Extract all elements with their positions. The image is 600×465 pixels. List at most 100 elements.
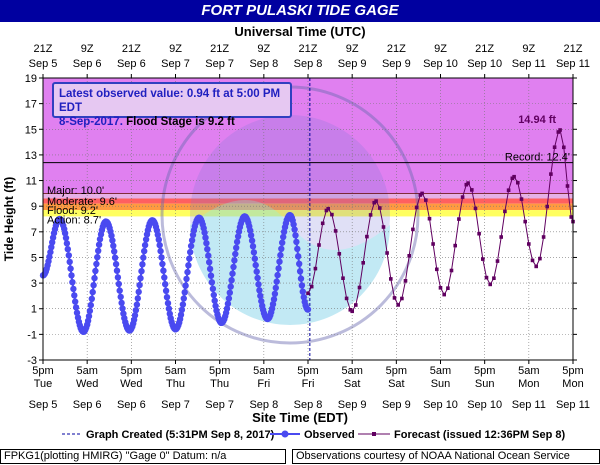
- observed-point: [47, 248, 54, 256]
- observed-point: [140, 254, 147, 261]
- observed-point: [87, 301, 95, 309]
- observed-point: [248, 237, 256, 244]
- legend-graph-created-text: Graph Created (5:31PM Sep 8, 2017): [86, 429, 275, 441]
- x-tick-label-date: Sep 6: [73, 399, 102, 411]
- observed-point: [184, 268, 191, 276]
- labels-layer: Universal Time (UTC) Site Time (EDT) Tide …: [2, 24, 570, 425]
- forecast-point: [365, 234, 369, 239]
- top-tick-label-date: Sep 7: [161, 58, 190, 70]
- observed-point: [117, 293, 124, 301]
- observed-point: [188, 237, 196, 244]
- flood-label-action: Action: 8.7': [47, 215, 101, 227]
- forecast-point: [341, 276, 345, 280]
- peak-value-label: 14.94 ft: [518, 114, 556, 126]
- forecast-point: [424, 198, 428, 202]
- observed-point: [179, 301, 187, 308]
- forecast-point: [357, 285, 362, 290]
- observed-point: [249, 243, 257, 250]
- observed-point: [177, 311, 185, 318]
- observed-point: [230, 263, 237, 271]
- observed-point: [274, 271, 281, 279]
- x-tick-label-time: 5pm: [474, 365, 495, 377]
- x-tick-label-date: Sep 11: [512, 399, 546, 411]
- observed-point: [256, 287, 263, 294]
- latest-observation-text: Latest observed value: 0.94 ft at 5:00 P…: [59, 88, 281, 114]
- top-tick-label-time: 21Z: [299, 43, 318, 55]
- observed-point: [111, 254, 119, 261]
- observed-point: [70, 285, 77, 293]
- observed-point: [90, 282, 97, 289]
- forecast-point: [481, 257, 485, 261]
- observed-point: [210, 291, 217, 299]
- observed-point: [206, 265, 214, 273]
- x-tick-label-day: Sun: [431, 378, 451, 390]
- observed-point: [113, 267, 121, 274]
- forecast-point: [381, 225, 386, 229]
- x-tick-label-day: Fri: [257, 378, 270, 390]
- forecast-point: [534, 264, 538, 269]
- y-tick-label: 7: [31, 227, 37, 239]
- x-tick-label-date: Sep 7: [161, 399, 190, 411]
- latest-observation-date: 8-Sep-2017.: [59, 116, 123, 128]
- observed-point: [298, 282, 306, 289]
- observed-point: [155, 236, 162, 243]
- observed-point: [293, 238, 300, 246]
- y-tick-label: 15: [25, 124, 37, 136]
- forecast-point: [523, 219, 527, 224]
- forecast-point: [414, 205, 419, 210]
- observed-point: [161, 274, 168, 281]
- top-tick-label-time: 9Z: [434, 43, 447, 55]
- observed-point: [114, 274, 122, 281]
- observed-point: [234, 233, 242, 240]
- observed-point: [296, 260, 303, 267]
- x-tick-label-date: Sep 8: [249, 399, 278, 411]
- y-tick-label: -3: [27, 355, 37, 367]
- observed-point: [72, 298, 79, 305]
- observed-point: [85, 313, 93, 320]
- observed-point: [186, 255, 193, 262]
- forecast-point: [368, 213, 373, 217]
- observed-point: [292, 232, 299, 239]
- latest-observation-box: Latest observed value: 0.94 ft at 5:00 P…: [52, 82, 292, 128]
- forecast-point: [549, 172, 553, 176]
- x-tick-label-date: Sep 11: [556, 399, 590, 411]
- x-tick-label-day: Sat: [344, 378, 361, 390]
- observed-point: [61, 230, 69, 237]
- flood-stage-line: 8-Sep-2017. Flood Stage is 9.2 ft: [59, 115, 285, 129]
- x-tick-label-day: Sat: [388, 378, 405, 390]
- observed-point: [180, 295, 187, 302]
- forecast-point: [538, 256, 542, 261]
- forecast-point: [477, 231, 481, 236]
- x-tick-label-date: Sep 10: [423, 399, 458, 411]
- observed-point: [273, 278, 280, 285]
- legend-forecast-text: Forecast (issued 12:36PM Sep 8): [394, 429, 566, 441]
- observed-point: [138, 268, 145, 275]
- observed-point: [115, 280, 123, 288]
- x-tick-label-time: 5pm: [297, 365, 318, 377]
- observed-point: [203, 240, 210, 247]
- observed-point: [228, 277, 235, 284]
- top-tick-label-date: Sep 11: [556, 58, 590, 70]
- observed-point: [231, 257, 238, 264]
- forecast-point: [400, 296, 404, 301]
- forecast-point: [337, 252, 342, 256]
- observed-point: [92, 267, 99, 275]
- observed-point: [164, 300, 172, 307]
- observed-point: [86, 307, 94, 315]
- observed-point: [271, 290, 279, 297]
- top-tick-label-time: 21Z: [210, 43, 229, 55]
- observed-point: [154, 231, 161, 238]
- forecast-point: [438, 286, 443, 290]
- observed-point: [162, 287, 170, 294]
- observed-point: [119, 305, 126, 312]
- observed-point: [205, 252, 212, 259]
- observed-point: [270, 296, 278, 303]
- observed-point: [116, 287, 123, 294]
- x-tick-label-day: Sun: [475, 378, 495, 390]
- x-tick-label-date: Sep 5: [29, 399, 58, 411]
- observed-point: [290, 221, 297, 228]
- observed-point: [254, 274, 261, 282]
- observed-point: [64, 246, 72, 253]
- observed-point: [111, 248, 118, 255]
- observed-point: [201, 229, 208, 236]
